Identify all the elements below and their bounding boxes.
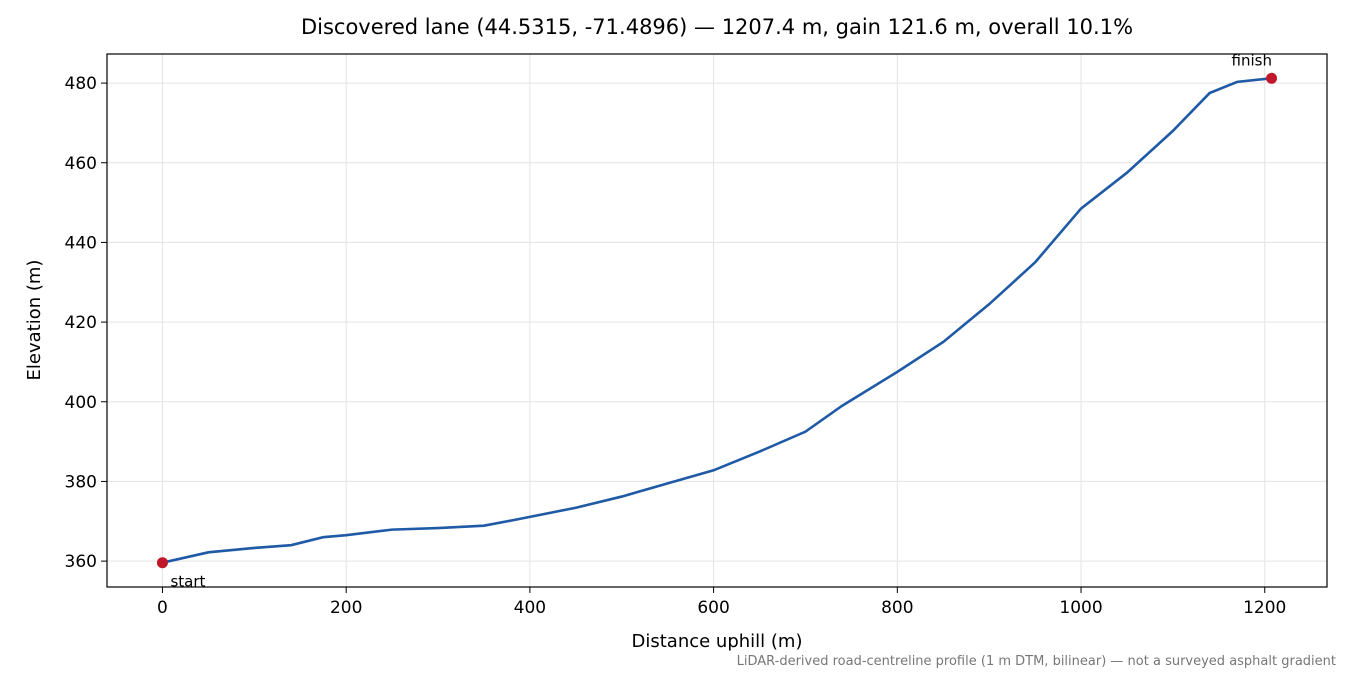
footnote: LiDAR-derived road-centreline profile (1… (737, 654, 1336, 669)
y-tick-label: 360 (65, 552, 97, 572)
x-tick-label: 0 (157, 598, 168, 618)
x-tick-label: 200 (330, 598, 362, 618)
x-tick-label: 1000 (1059, 598, 1102, 618)
endpoint-marker (1266, 72, 1278, 84)
y-tick-label: 480 (65, 74, 97, 94)
endpoint-marker (156, 557, 168, 569)
y-axis-label: Elevation (m) (24, 260, 45, 381)
chart-title: Discovered lane (44.5315, -71.4896) — 12… (301, 15, 1133, 39)
annotation: finish (1232, 51, 1272, 69)
y-tick-label: 400 (65, 393, 97, 413)
y-tick-label: 420 (65, 313, 97, 333)
annotation: start (170, 573, 205, 591)
x-tick-label: 600 (697, 598, 729, 618)
line (162, 77, 1272, 564)
plot-frame (106, 53, 1328, 588)
x-tick-label: 800 (881, 598, 913, 618)
y-tick-label: 440 (65, 233, 97, 253)
x-tick-label: 1200 (1243, 598, 1286, 618)
y-tick-label: 460 (65, 154, 97, 174)
x-axis-label: Distance uphill (m) (632, 631, 803, 652)
y-tick-label: 380 (65, 472, 97, 492)
x-tick-label: 400 (514, 598, 546, 618)
